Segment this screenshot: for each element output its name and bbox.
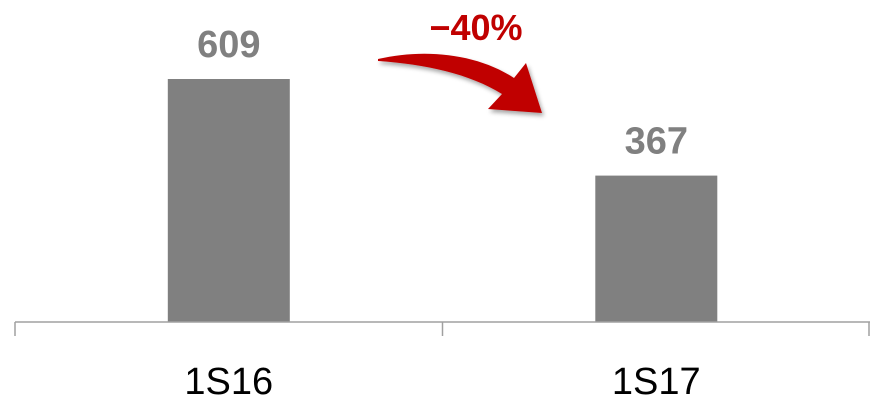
x-axis — [14, 321, 870, 336]
bar-1s16 — [167, 79, 290, 322]
curved-arrow-icon — [378, 53, 542, 113]
bars-layer — [167, 79, 718, 322]
value-labels-layer: 609 367 — [197, 24, 688, 163]
value-label-1s17: 367 — [625, 121, 688, 163]
value-label-1s16: 609 — [197, 24, 260, 66]
x-tick-label-1s17: 1S17 — [612, 361, 701, 400]
change-percent-label: −40% — [429, 7, 522, 48]
x-tick-label-1s16: 1S16 — [184, 361, 273, 400]
change-annotation: −40% — [378, 7, 542, 113]
x-tick-labels-layer: 1S16 1S17 — [184, 361, 700, 400]
bar-1s17 — [595, 175, 718, 322]
